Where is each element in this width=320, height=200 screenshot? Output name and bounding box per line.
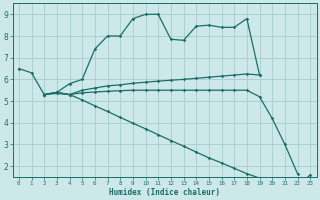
X-axis label: Humidex (Indice chaleur): Humidex (Indice chaleur) [109,188,220,197]
